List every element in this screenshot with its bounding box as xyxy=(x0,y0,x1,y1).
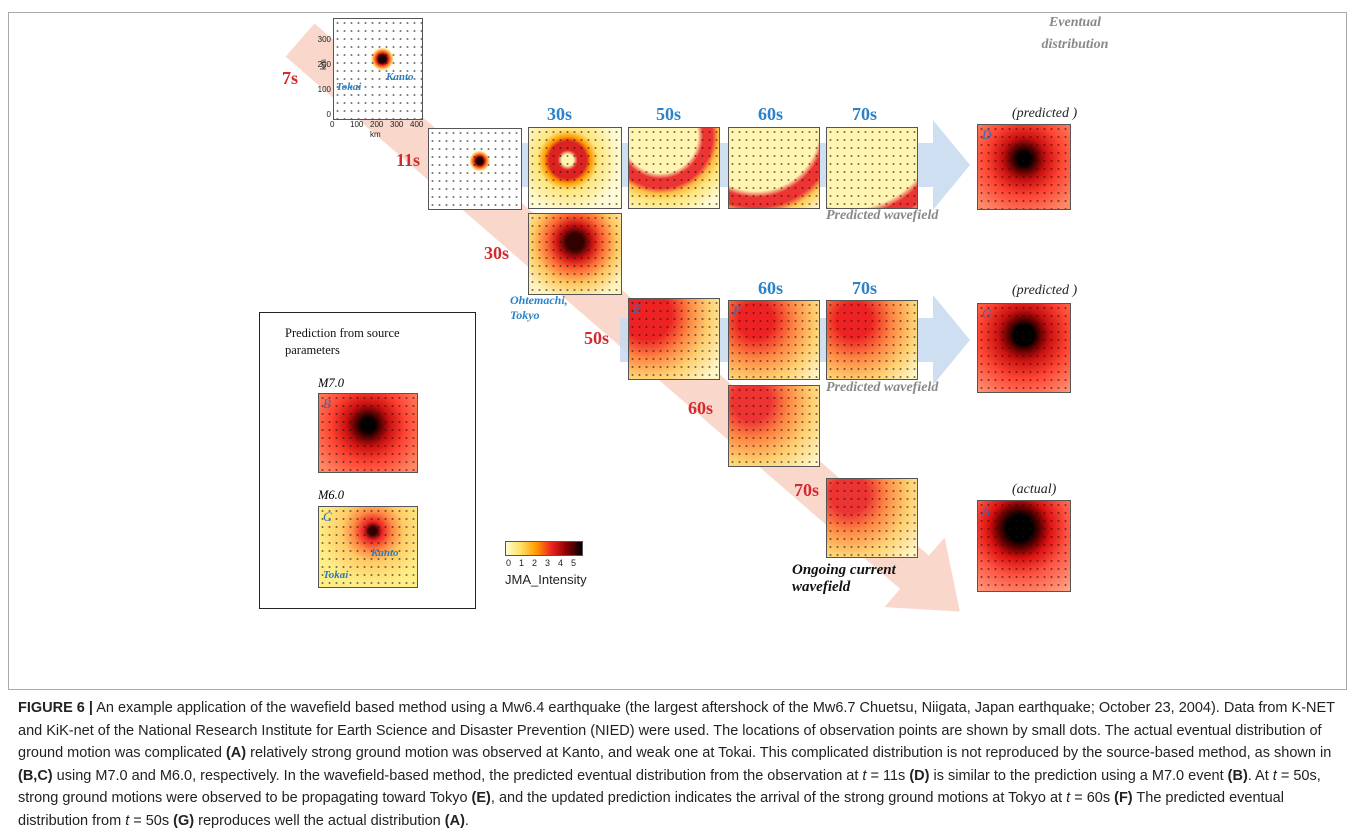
predicted-note: Predicted wavefield xyxy=(826,380,938,396)
source-title: Prediction from source parameters xyxy=(285,325,415,359)
caption-text: (D) xyxy=(909,768,929,784)
wave-time: 50s xyxy=(656,104,681,125)
colorbar-tick: 5 xyxy=(571,558,576,568)
map-label: Kanto xyxy=(371,547,399,559)
tick-label: 300 xyxy=(390,120,403,129)
panel-letter: G xyxy=(982,306,991,322)
map-G: G xyxy=(977,303,1071,393)
colorbar-tick: 4 xyxy=(558,558,563,568)
panel-letter: A xyxy=(982,503,990,519)
caption-text: (A) xyxy=(445,813,465,829)
map-label: Kanto xyxy=(386,71,414,83)
caption-text: = 60s xyxy=(1070,790,1114,806)
caption-text: (E) xyxy=(472,790,491,806)
caption-text: . At xyxy=(1248,768,1273,784)
wave-time: 60s xyxy=(758,104,783,125)
time-label: 11s xyxy=(396,150,420,171)
caption-text: (B,C) xyxy=(18,768,53,784)
result-label: (predicted ) xyxy=(1012,283,1077,299)
wave-time: 30s xyxy=(547,104,572,125)
map-A: A xyxy=(977,500,1071,592)
caption-text: relatively strong ground motion was obse… xyxy=(246,745,1331,761)
magnitude: M7.0 xyxy=(318,376,344,391)
wave-time: 70s xyxy=(852,278,877,299)
caption: FIGURE 6 | An example application of the… xyxy=(18,697,1338,832)
actual-label: (actual) xyxy=(1012,482,1056,498)
map-label: Tokai xyxy=(323,569,348,581)
map-50s: E xyxy=(628,298,720,380)
tick-label: 100 xyxy=(350,120,363,129)
eventual-title: Eventual distribution xyxy=(1035,12,1115,56)
caption-text: (B) xyxy=(1228,768,1248,784)
predicted-note: Predicted wavefield xyxy=(826,208,938,224)
tick-label: 400 xyxy=(410,120,423,129)
caption-text: reproduces well the actual distribution xyxy=(194,813,445,829)
station-label: Ohtemachi, Tokyo xyxy=(510,293,580,323)
colorbar xyxy=(505,541,583,556)
map-label: Tokai xyxy=(336,81,361,93)
map-pred xyxy=(826,300,918,380)
map-pred xyxy=(826,127,918,209)
map-C: C Kanto Tokai xyxy=(318,506,418,588)
panel-letter: E xyxy=(633,301,641,317)
colorbar-label: JMA_Intensity xyxy=(505,572,587,587)
caption-text: is similar to the prediction using a M7.… xyxy=(929,768,1227,784)
axis-unit: km xyxy=(370,130,381,139)
time-label: 7s xyxy=(282,68,298,89)
tick-label: 300 xyxy=(318,35,331,44)
map-pred xyxy=(728,127,820,209)
colorbar-tick: 0 xyxy=(506,558,511,568)
time-label: 30s xyxy=(484,243,509,264)
map-11s xyxy=(428,128,522,210)
colorbar-tick: 2 xyxy=(532,558,537,568)
caption-text: (A) xyxy=(226,745,246,761)
caption-text: = 11s xyxy=(866,768,909,784)
map-70s xyxy=(826,478,918,558)
map-F: F xyxy=(728,300,820,380)
panel-letter: D xyxy=(982,127,991,143)
inset-map: Tokai Kanto xyxy=(333,18,423,120)
source-box: Prediction from source parameters M7.0 B… xyxy=(259,312,476,609)
caption-text: , and the updated prediction indicates t… xyxy=(491,790,1066,806)
ongoing-label: Ongoing current wavefield xyxy=(792,562,912,596)
time-label: 50s xyxy=(584,328,609,349)
magnitude: M6.0 xyxy=(318,488,344,503)
colorbar-tick: 3 xyxy=(545,558,550,568)
panel-letter: F xyxy=(733,303,741,319)
map-D: D xyxy=(977,124,1071,210)
caption-text: (G) xyxy=(173,813,194,829)
panel-letter: C xyxy=(323,509,332,525)
caption-text: . xyxy=(465,813,469,829)
wave-time: 70s xyxy=(852,104,877,125)
caption-label: FIGURE 6 | xyxy=(18,700,93,716)
page: Tokai Kanto km km 7s 11s 30s 50s 60s 70s… xyxy=(0,0,1354,827)
tick-label: 100 xyxy=(318,85,331,94)
map-30s xyxy=(528,213,622,295)
time-label: 60s xyxy=(688,398,713,419)
tick-label: 200 xyxy=(318,60,331,69)
tick-label: 0 xyxy=(327,110,331,119)
caption-text: = 50s xyxy=(129,813,173,829)
colorbar-tick: 1 xyxy=(519,558,524,568)
tick-label: 200 xyxy=(370,120,383,129)
caption-text: using M7.0 and M6.0, respectively. In th… xyxy=(53,768,863,784)
map-pred xyxy=(628,127,720,209)
map-pred xyxy=(528,127,622,209)
wave-time: 60s xyxy=(758,278,783,299)
result-label: (predicted ) xyxy=(1012,106,1077,122)
map-60s xyxy=(728,385,820,467)
time-label: 70s xyxy=(794,480,819,501)
map-B: B xyxy=(318,393,418,473)
tick-label: 0 xyxy=(330,120,334,129)
panel-letter: B xyxy=(323,396,331,412)
caption-text: (F) xyxy=(1114,790,1133,806)
